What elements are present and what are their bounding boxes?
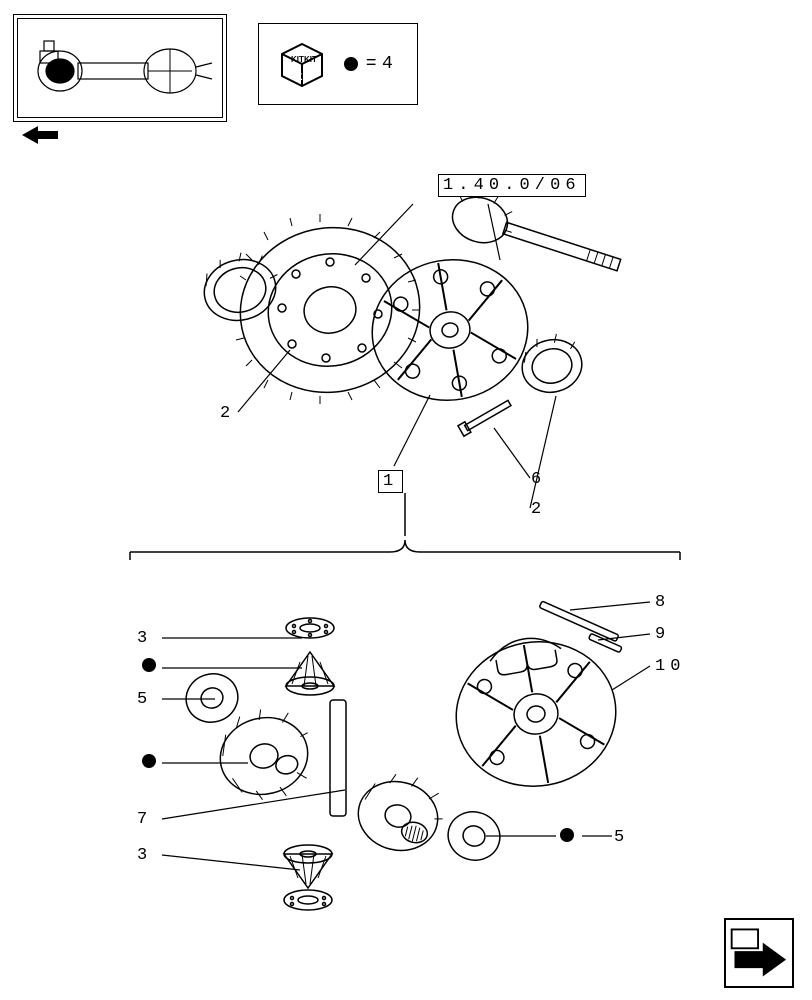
callout-dot-icon bbox=[560, 828, 574, 842]
kit-bullet-equals: =4 bbox=[344, 54, 398, 74]
callout-number: 5 bbox=[614, 828, 629, 847]
upper-assembly-illustration bbox=[180, 180, 640, 500]
page-root: KIT KIT KIT =4 bbox=[0, 0, 812, 1000]
callout-number: 1 bbox=[378, 470, 403, 493]
callout-number: 2 bbox=[220, 404, 235, 423]
callout-number: 7 bbox=[137, 810, 152, 829]
svg-text:KIT: KIT bbox=[296, 72, 311, 82]
callout-number: 6 bbox=[531, 470, 546, 489]
assembly-ref-label: 1.40.0/06 bbox=[438, 174, 586, 197]
svg-text:KIT: KIT bbox=[304, 55, 317, 64]
kit-cube-icon: KIT KIT KIT bbox=[278, 40, 326, 88]
bullet-dot-icon bbox=[344, 57, 358, 71]
callout-dot-icon bbox=[142, 658, 156, 672]
svg-text:KIT: KIT bbox=[291, 55, 304, 64]
callout-number: 10 bbox=[655, 657, 686, 676]
callout-number: 5 bbox=[137, 690, 152, 709]
header-reference-inner bbox=[17, 18, 223, 118]
callout-number: 3 bbox=[137, 846, 152, 865]
kit-equals-text: =4 bbox=[366, 54, 398, 74]
callout-dot-icon bbox=[142, 754, 156, 768]
header-reference-box bbox=[13, 14, 227, 122]
return-icon[interactable] bbox=[20, 124, 60, 146]
next-page-icon[interactable] bbox=[724, 918, 794, 988]
kit-legend-box: KIT KIT KIT =4 bbox=[258, 23, 418, 105]
callout-number: 3 bbox=[137, 629, 152, 648]
callout-number: 2 bbox=[531, 500, 546, 519]
axle-thumbnail-icon bbox=[20, 23, 220, 113]
callout-number: 9 bbox=[655, 625, 670, 644]
lower-assembly-illustration bbox=[140, 580, 680, 940]
callout-number: 8 bbox=[655, 593, 670, 612]
